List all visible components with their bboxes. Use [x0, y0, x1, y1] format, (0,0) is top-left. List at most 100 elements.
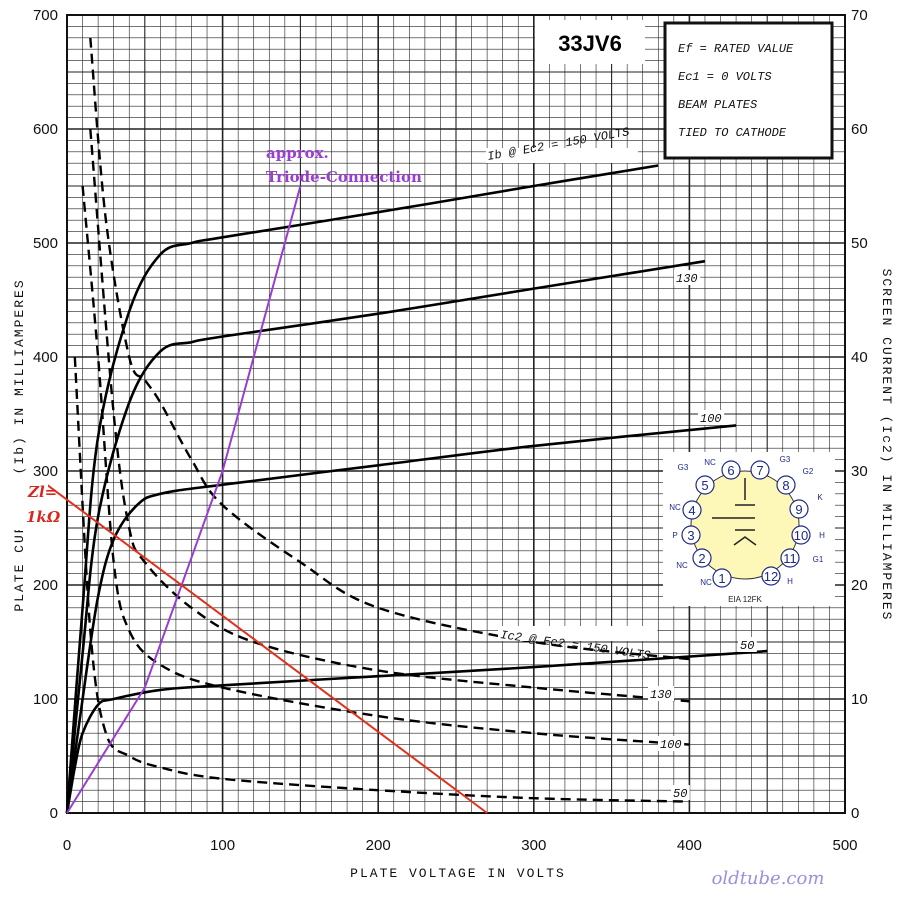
- screen-curve-line: [89, 128, 690, 703]
- pin-circle: [789, 499, 809, 519]
- pin-label: NC: [669, 503, 681, 512]
- pin-label: K: [817, 493, 823, 502]
- zl-label-1: Zl=: [27, 483, 57, 501]
- pin-circle: [681, 525, 701, 545]
- pin-circle: [761, 566, 781, 586]
- pin-label: NC: [676, 561, 688, 570]
- y-right-tick-label: 0: [851, 805, 859, 822]
- pin-circle: [695, 475, 715, 495]
- y-tick-label: 200: [33, 577, 58, 594]
- pin-circle: [750, 460, 770, 480]
- x-tick-label: 100: [210, 837, 235, 854]
- pin-circle: [780, 548, 800, 568]
- pin-label: NC: [704, 458, 716, 467]
- plate-curve-line: [65, 164, 659, 814]
- pin-circle: [692, 548, 712, 568]
- pin-number: 3: [687, 528, 694, 543]
- plate-curve-label: 130: [676, 272, 698, 286]
- plate-curve-label-bg: [674, 270, 701, 285]
- pin-circle: [776, 475, 796, 495]
- pin-number: 10: [794, 528, 808, 543]
- pin-circle: [721, 460, 741, 480]
- screen-curve-line: [81, 185, 690, 746]
- y-right-tick-label: 70: [851, 7, 868, 24]
- x-tick-label: 400: [677, 837, 702, 854]
- plot-frame: [66, 14, 846, 814]
- pin-number: 2: [698, 551, 705, 566]
- tube-base-circle: [690, 470, 800, 580]
- tube-symbol: [712, 478, 757, 546]
- y-right-tick-label: 20: [851, 577, 868, 594]
- conditions-box-frame: [663, 21, 834, 160]
- y-right-tick-label: 30: [851, 463, 868, 480]
- pin-number: 8: [782, 478, 789, 493]
- condition-line-2: Ec1 = 0 VOLTS: [678, 70, 772, 84]
- pin-label: G1: [813, 555, 824, 564]
- condition-line-4: TIED TO CATHODE: [678, 126, 787, 140]
- y-tick-label: 300: [33, 463, 58, 480]
- pin-number: 12: [764, 569, 778, 584]
- screen-curve-label-bg: [671, 785, 690, 800]
- pin-number: 5: [701, 478, 708, 493]
- y-tick-label: 700: [33, 7, 58, 24]
- pin-number: 4: [688, 503, 695, 518]
- pin-number: 1: [718, 571, 725, 586]
- x-tick-label: 300: [521, 837, 546, 854]
- y-tick-label: 400: [33, 349, 58, 366]
- y-axis-label: PLATE CURRENT (Ib) IN MILLIAMPERES: [12, 278, 27, 611]
- plate-curve-label: 50: [740, 639, 754, 653]
- pin-number: 11: [783, 551, 797, 566]
- pin-label: H: [787, 577, 793, 586]
- y-right-tick-label: 60: [851, 121, 868, 138]
- x-tick-label: 500: [832, 837, 857, 854]
- y-right-tick-label: 40: [851, 349, 868, 366]
- y-tick-label: 100: [33, 691, 58, 708]
- zl-label-bg: [0, 478, 48, 530]
- screen-curve-label: 100: [660, 738, 682, 752]
- watermark: oldtube.com: [712, 868, 825, 889]
- pin-number: 6: [727, 463, 734, 478]
- pin-label: G2: [803, 467, 814, 476]
- screen-curve-label: 50: [673, 787, 687, 801]
- conditions-box: Ef = RATED VALUE Ec1 = 0 VOLTS BEAM PLAT…: [663, 21, 834, 160]
- pin-number: 9: [795, 502, 802, 517]
- plate-curve-label-bg: [738, 637, 757, 652]
- pin-circle: [682, 500, 702, 520]
- screen-curve-label-bg: [648, 686, 675, 701]
- plate-curve-line: [65, 424, 737, 814]
- x-tick-label: 200: [366, 837, 391, 854]
- y-tick-label: 500: [33, 235, 58, 252]
- screen-curve-label-bg: [658, 736, 685, 751]
- y-right-tick-label: 50: [851, 235, 868, 252]
- plate-curve-label-bg: [698, 410, 725, 425]
- pin-number: 7: [756, 463, 763, 478]
- load-line: [46, 483, 488, 814]
- zl-label-2: 1kΩ: [26, 508, 61, 526]
- plate-curve-label: 100: [700, 412, 722, 426]
- pin-label: NC: [700, 578, 712, 587]
- plate-curve-line: [65, 259, 706, 814]
- pin-circle: [791, 525, 811, 545]
- plate-curve-label-bg: [486, 148, 638, 163]
- annotation-lines: [46, 185, 488, 814]
- axis-ticks: 0 100 200 300 400 500 0 100 200 300 400 500 600 700 0 1…: [33, 7, 868, 854]
- x-axis-label: PLATE VOLTAGE IN VOLTS: [350, 866, 566, 881]
- triode-connection-line: [66, 185, 302, 814]
- chart-grid: [66, 14, 846, 814]
- y-tick-label: 0: [50, 805, 58, 822]
- tube-name: 33JV6: [558, 31, 622, 56]
- y-right-tick-label: 10: [851, 691, 868, 708]
- plate-curve-line: [65, 649, 768, 814]
- condition-line-3: BEAM PLATES: [678, 98, 757, 112]
- screen-curve-line: [73, 356, 690, 803]
- pin-label: G3: [780, 455, 791, 464]
- screen-curve-label-bg: [498, 626, 658, 641]
- screen-curve-label: 130: [650, 688, 672, 702]
- y-tick-label: 600: [33, 121, 58, 138]
- pin-circle: [712, 568, 732, 588]
- pin-label: G3: [678, 463, 689, 472]
- pin-label: P: [672, 531, 677, 540]
